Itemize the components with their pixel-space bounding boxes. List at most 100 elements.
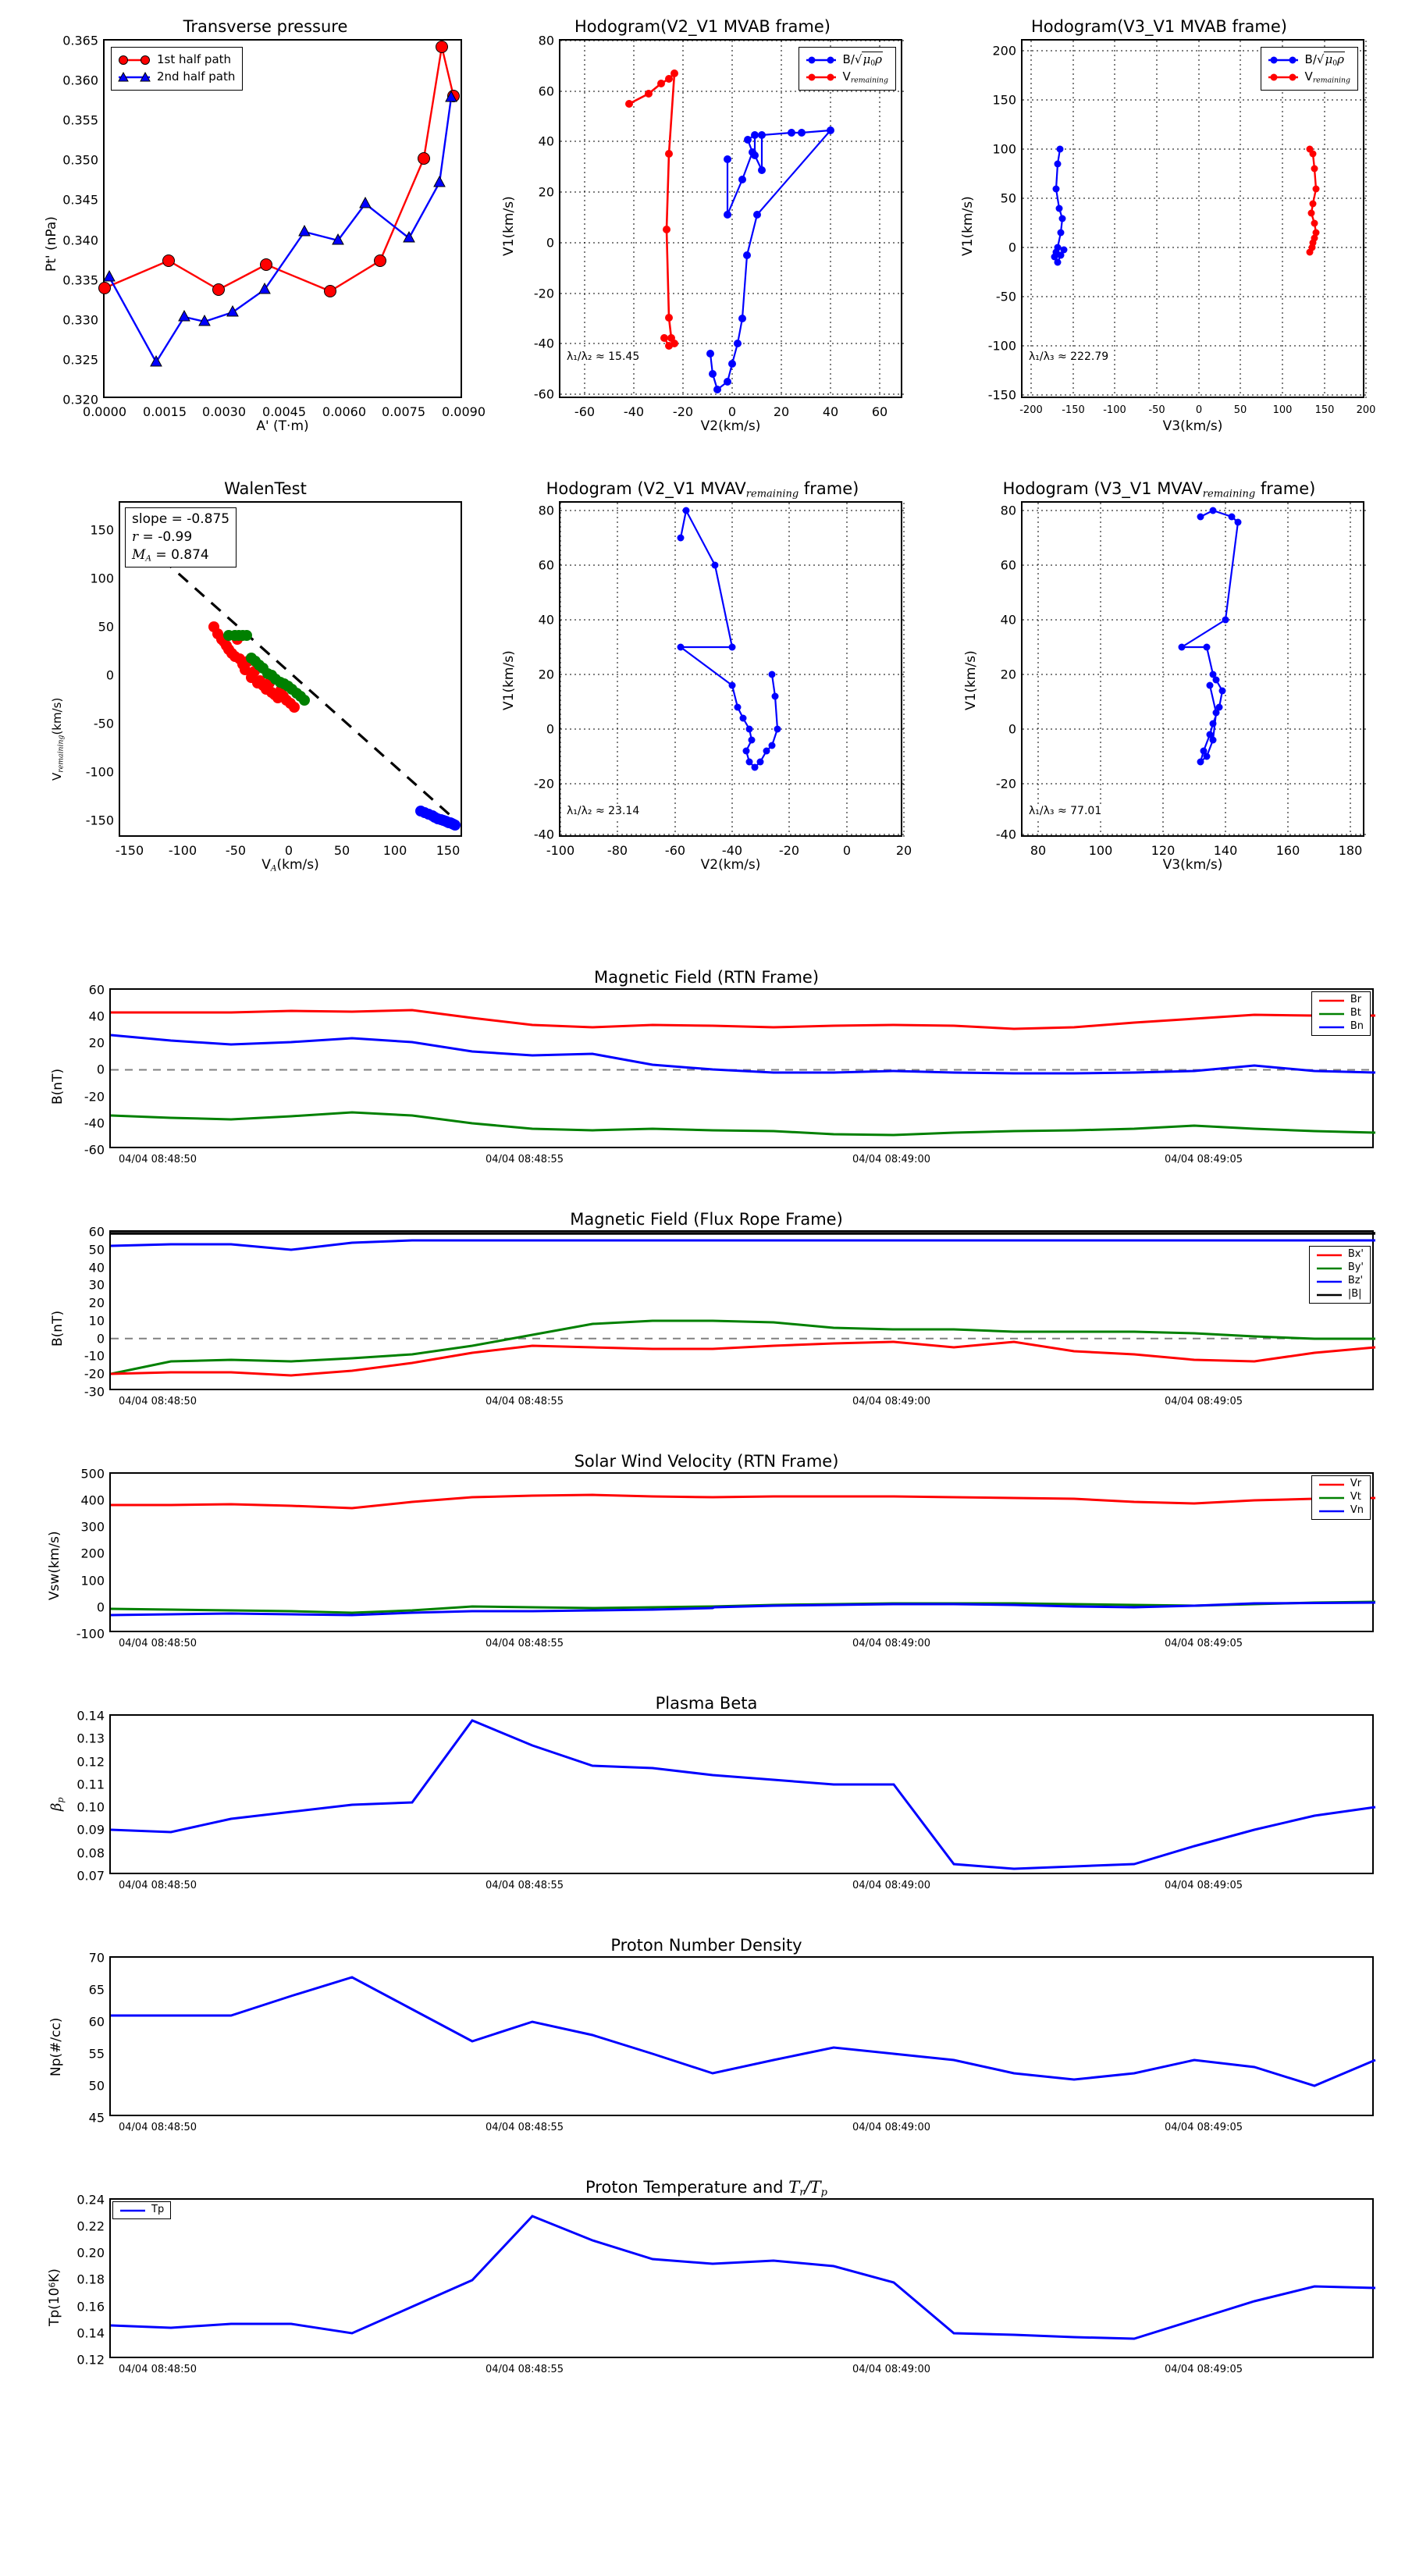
legend-item-vt[interactable]: Vt	[1318, 1491, 1364, 1504]
xtick: -150	[1062, 404, 1085, 416]
ytick: 100	[992, 141, 1016, 157]
xtick: 04/04 08:48:50	[119, 1638, 197, 1649]
ytick: 80	[538, 33, 554, 48]
ytick: 0.350	[62, 152, 98, 168]
y-axis-label: βp	[48, 1797, 66, 1811]
legend-label: Bx'	[1347, 1248, 1364, 1260]
xtick: 0	[284, 843, 293, 858]
xtick: -200	[1019, 404, 1043, 416]
legend-item-tp[interactable]: Tp	[119, 2204, 164, 2217]
legend[interactable]: Vr Vt Vn	[1311, 1475, 1371, 1520]
legend[interactable]: Bx' By' Bz' |B|	[1308, 1246, 1371, 1304]
legend-item-vremaining[interactable]: Vremaining	[805, 69, 888, 86]
legend-key-blue-line	[806, 56, 836, 64]
ytick: 60	[88, 2014, 105, 2030]
ytick: 80	[538, 503, 554, 518]
legend-label: Vr	[1350, 1478, 1362, 1489]
legend-key-green	[1318, 1496, 1344, 1500]
ytick: 10	[88, 1313, 105, 1329]
legend-item-br[interactable]: Br	[1318, 994, 1364, 1007]
xtick: -150	[115, 843, 144, 858]
walen-r: r = -0.99	[132, 528, 193, 545]
xtick: 04/04 08:49:05	[1165, 1396, 1243, 1407]
legend-item-vremaining[interactable]: Vremaining	[1267, 69, 1350, 86]
xtick: 04/04 08:49:05	[1165, 1880, 1243, 1891]
legend-item-bx[interactable]: Bx'	[1316, 1248, 1364, 1261]
ytick: 0.14	[76, 1708, 105, 1724]
series-bt	[110, 1111, 1376, 1137]
ytick: 40	[88, 1260, 105, 1276]
xtick: 150	[436, 843, 461, 858]
xtick: 20	[895, 843, 912, 858]
legend-item-alfven[interactable]: B/√μ0ρ	[805, 52, 888, 69]
ytick: 0.345	[62, 192, 98, 208]
xtick: 180	[1338, 843, 1363, 858]
legend-item-bt[interactable]: Bt	[1318, 1007, 1364, 1020]
legend-item-alfven[interactable]: B/√μ0ρ	[1267, 52, 1350, 69]
plot-area: slope = -0.875 r = -0.99 MA = 0.874 150 …	[86, 501, 462, 858]
xtick: 80	[1030, 843, 1047, 858]
xtick: 04/04 08:49:00	[852, 2122, 930, 2133]
eigenvalue-ratio-annotation: λ₁/λ₃ ≈ 77.01	[1027, 804, 1104, 818]
y-axis-label: V1(km/s)	[963, 650, 979, 710]
gridlines	[1023, 503, 1366, 838]
legend-label: B/√μ0ρ	[1304, 52, 1345, 68]
gridlines	[560, 40, 904, 400]
ytick: 0.08	[76, 1845, 105, 1861]
xtick: 0	[842, 843, 852, 858]
ytick: 0.16	[76, 2299, 105, 2314]
ytick: 20	[538, 184, 554, 200]
series-vn	[110, 1601, 1376, 1617]
legend-label: Tp	[151, 2204, 165, 2215]
ytick: -20	[533, 776, 554, 792]
x-axis-label: VA(km/s)	[261, 857, 319, 873]
x-axis-label: V2(km/s)	[700, 857, 761, 873]
legend-key-blue	[1318, 1026, 1344, 1028]
legend[interactable]: B/√μ0ρ Vremaining	[1260, 47, 1358, 91]
ytick: 40	[538, 133, 554, 149]
legend-item-1st-half[interactable]: 1st half path	[117, 52, 235, 69]
y-axis-label: Vsw(km/s)	[47, 1531, 62, 1600]
scatter-green-group	[223, 630, 310, 706]
xtick: -100	[546, 843, 575, 858]
ytick: -60	[84, 1142, 105, 1158]
ytick: 100	[90, 571, 114, 586]
plot-area: λ₁/λ₃ ≈ 77.01 80 60 40 20 0 -20 -40 80 1…	[996, 501, 1366, 858]
xtick: 200	[1356, 404, 1376, 416]
legend-item-2nd-half[interactable]: 2nd half path	[117, 69, 235, 86]
legend-item-bz[interactable]: Bz'	[1316, 1275, 1364, 1288]
legend[interactable]: Tp	[112, 2201, 172, 2219]
legend-key-red-line	[1268, 73, 1298, 81]
legend-item-vr[interactable]: Vr	[1318, 1478, 1364, 1491]
xtick: 04/04 08:49:05	[1165, 1638, 1243, 1649]
ytick: 0	[96, 1331, 105, 1347]
panel-vsw-rtn: Solar Wind Velocity (RTN Frame) Vr Vt Vn…	[31, 1452, 1382, 1663]
legend-key-green	[1318, 1012, 1344, 1016]
xtick: 150	[1314, 404, 1335, 416]
legend[interactable]: Br Bt Bn	[1311, 991, 1371, 1036]
legend-item-bn[interactable]: Bn	[1318, 1020, 1364, 1034]
series-bn	[110, 1034, 1376, 1075]
legend-item-vn[interactable]: Vn	[1318, 1504, 1364, 1517]
ytick: 40	[1000, 612, 1016, 628]
legend[interactable]: B/√μ0ρ Vremaining	[798, 47, 896, 91]
xtick: 04/04 08:49:00	[852, 1154, 930, 1165]
series-bx	[110, 1340, 1376, 1377]
legend-label: B/√μ0ρ	[842, 52, 883, 68]
ytick: -30	[84, 1384, 105, 1400]
xtick: 04/04 08:48:55	[486, 1396, 564, 1407]
panel-title: Transverse pressure	[183, 17, 348, 36]
ytick: -50	[93, 716, 114, 731]
legend-label: Bt	[1350, 1006, 1361, 1019]
xtick: -100	[168, 843, 197, 858]
ytick: -100	[85, 764, 114, 780]
y-axis-label: B(nT)	[50, 1068, 66, 1105]
ytick: -60	[533, 386, 554, 402]
legend-item-by[interactable]: By'	[1316, 1261, 1364, 1275]
ytick: -20	[533, 286, 554, 301]
xtick: 04/04 08:48:50	[119, 1880, 197, 1891]
panel-title: Magnetic Field (Flux Rope Frame)	[570, 1210, 843, 1229]
legend-item-babs[interactable]: |B|	[1316, 1288, 1364, 1301]
panel-tp-temp: Proton Temperature and Tr/Tp Tp 0.24 0.2…	[31, 2178, 1382, 2389]
legend[interactable]: 1st half path 2nd half path	[111, 47, 244, 91]
